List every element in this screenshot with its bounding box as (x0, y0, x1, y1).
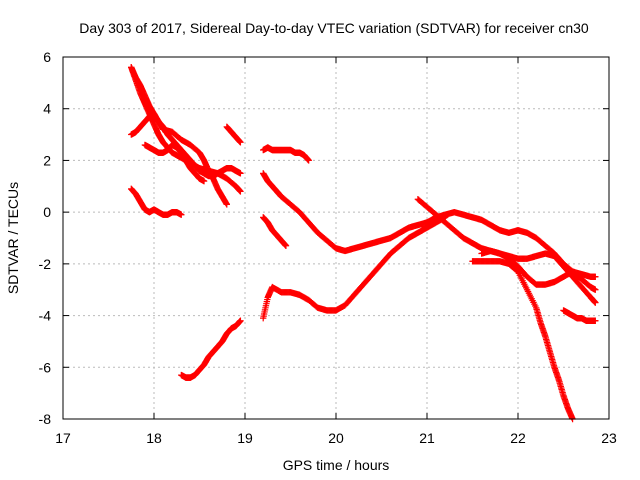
x-tick-label: 22 (510, 430, 526, 446)
series-arc-9 (260, 170, 440, 255)
data-point (305, 157, 312, 164)
data-point (592, 317, 599, 324)
series-arc-8 (260, 144, 312, 164)
data-point (237, 170, 244, 177)
data-point (237, 188, 244, 195)
series-arc-4 (141, 141, 208, 185)
data-point (178, 211, 185, 218)
data-point (592, 299, 599, 306)
y-tick-label: 4 (43, 101, 51, 117)
x-tick-label: 20 (328, 430, 344, 446)
series-arc-5 (128, 185, 185, 218)
series-arc-11 (260, 214, 449, 322)
y-tick-label: -6 (39, 359, 52, 375)
data-point (237, 139, 244, 146)
y-tick-label: 2 (43, 152, 51, 168)
data-point (237, 317, 244, 324)
x-tick-label: 19 (237, 430, 253, 446)
y-tick-label: -2 (39, 256, 52, 272)
series-arc-6 (223, 123, 244, 146)
chart-title: Day 303 of 2017, Sidereal Day-to-day VTE… (79, 20, 589, 36)
series-arc-3 (128, 110, 230, 208)
y-axis-label: SDTVAR / TECUs (5, 182, 21, 294)
y-tick-label: -8 (39, 411, 52, 427)
series-arc-15 (478, 247, 599, 306)
series-arc-16 (560, 307, 599, 324)
axis-ticks: 17 18 19 20 21 22 23 -8 -6 -4 -2 0 2 4 6 (39, 49, 617, 446)
y-tick-label: -4 (39, 308, 52, 324)
x-axis-label: GPS time / hours (283, 457, 390, 473)
x-tick-label: 17 (55, 430, 71, 446)
x-tick-label: 18 (146, 430, 162, 446)
data-point (592, 273, 599, 280)
x-tick-label: 21 (419, 430, 435, 446)
y-tick-label: 6 (43, 49, 51, 65)
x-tick-label: 23 (601, 430, 617, 446)
series-arc-7 (178, 317, 244, 381)
data-point (223, 201, 230, 208)
data-point (592, 286, 599, 293)
y-tick-label: 0 (43, 204, 51, 220)
data-points (128, 64, 599, 423)
plot-frame (62, 56, 610, 420)
data-point (200, 177, 208, 185)
data-point (282, 242, 290, 249)
series-arc-10 (260, 214, 290, 249)
series-arc-14 (469, 258, 576, 423)
